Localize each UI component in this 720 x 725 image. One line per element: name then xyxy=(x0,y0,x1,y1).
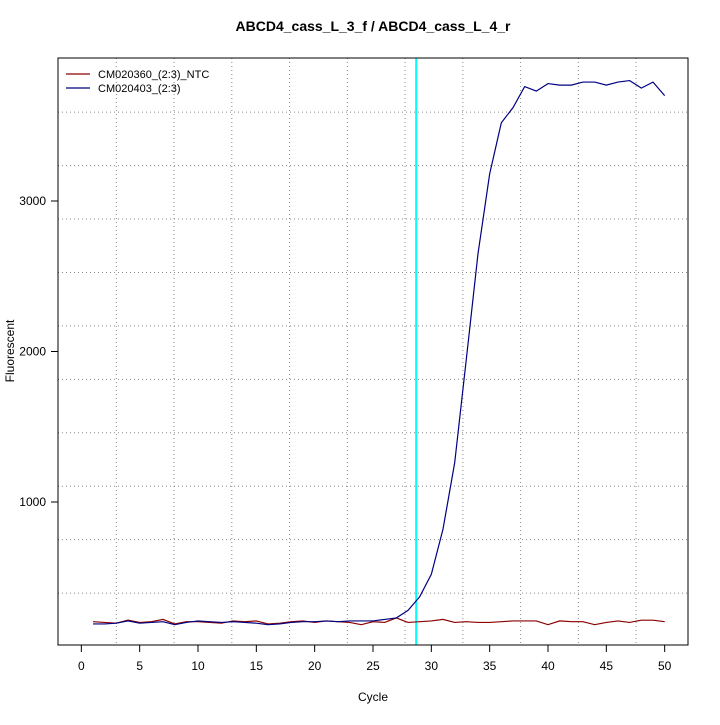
legend-label: CM020360_(2:3)_NTC xyxy=(98,69,209,81)
y-tick-label: 1000 xyxy=(19,495,46,509)
chart-title: ABCD4_cass_L_3_f / ABCD4_cass_L_4_r xyxy=(236,18,512,34)
x-tick-label: 15 xyxy=(250,659,264,673)
plot-frame xyxy=(57,57,689,646)
x-tick-label: 10 xyxy=(191,659,205,673)
x-axis-label: Cycle xyxy=(358,690,388,704)
y-tick-label: 2000 xyxy=(19,345,46,359)
y-axis-label: Fluorescent xyxy=(3,319,17,382)
x-tick-label: 50 xyxy=(658,659,672,673)
x-tick-label: 40 xyxy=(541,659,555,673)
series-line xyxy=(93,79,666,626)
x-tick-label: 20 xyxy=(308,659,322,673)
x-tick-label: 30 xyxy=(425,659,439,673)
x-tick-label: 5 xyxy=(136,659,143,673)
x-tick-label: 25 xyxy=(366,659,380,673)
x-tick-label: 0 xyxy=(78,659,85,673)
x-tick-label: 45 xyxy=(600,659,614,673)
y-tick-label: 3000 xyxy=(19,194,46,208)
x-tick-label: 35 xyxy=(483,659,497,673)
legend-label: CM020403_(2:3) xyxy=(98,83,181,95)
